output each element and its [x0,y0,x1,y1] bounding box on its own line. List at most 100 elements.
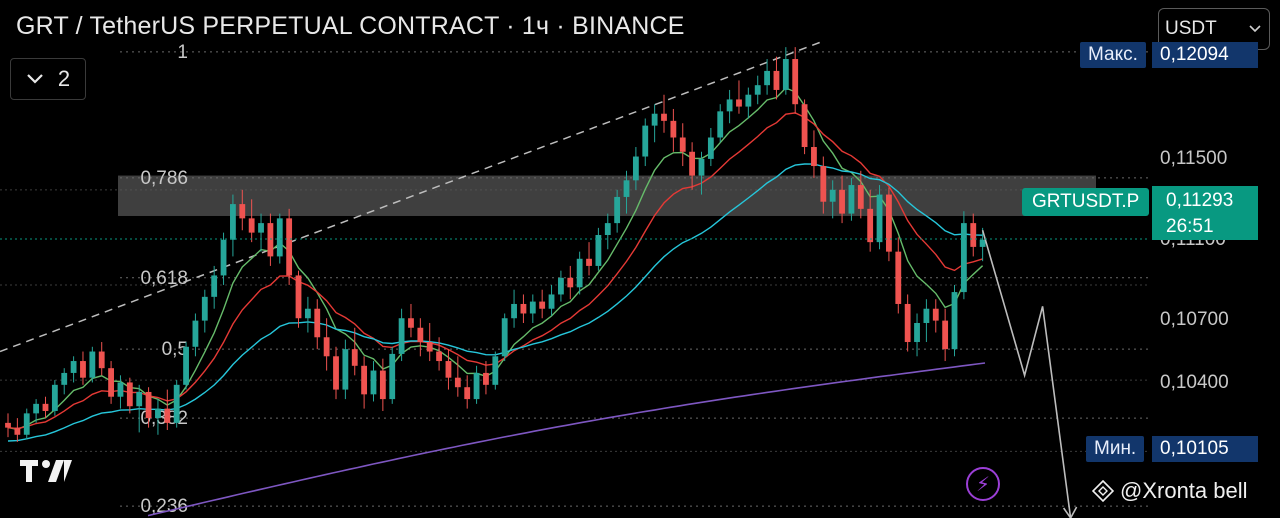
candle-body [960,223,967,293]
candle-body [754,85,761,95]
chevron-down-icon [1249,25,1261,33]
candle-body [651,113,658,126]
candle-body [211,275,218,297]
candle-body [61,372,68,385]
candle-body [314,308,321,338]
candle-body [604,223,611,236]
currency-value: USDT [1165,18,1217,39]
candle-body [726,99,733,112]
candle-body [333,356,339,390]
candle-body [286,218,293,276]
fib-level-label: 1 [177,42,188,63]
candle-body [454,377,461,388]
candle-body [14,427,21,435]
candle-body [839,189,845,214]
fib-zone-highlight [118,175,1096,216]
symbol-tag: GRTUSDT.P [1022,188,1150,216]
candle-body [408,318,414,328]
candle-body [632,156,639,181]
candle-body [529,301,536,314]
price-axis-label: 0,11500 [1160,148,1228,169]
candle-body [857,185,864,209]
fib-level-label: 0,786 [140,168,188,189]
binance-square-icon [1092,480,1114,502]
candle-body [914,322,920,343]
candle-body [586,258,592,266]
projection-arrowhead [1062,506,1078,518]
candle-body [895,251,902,304]
lightning-icon[interactable]: ⚡ [966,467,1000,501]
candle-body [183,346,189,385]
chart-title: GRT / TetherUS PERPETUAL CONTRACT · 1ч ·… [16,12,685,40]
current-price: 0,11293 [1166,190,1234,211]
candle-body [979,239,986,247]
fib-level-label: 0,236 [140,496,188,517]
candle-body [876,194,883,243]
price-projection[interactable] [981,229,1078,518]
candle-body [464,387,471,400]
candle-body [89,351,96,378]
current-price-box: 0,11293 26:51 [1152,186,1258,240]
candle-body [295,275,302,319]
watermark: @Xronta bell [1092,478,1248,504]
trend-line[interactable] [0,41,821,353]
candle-body [370,370,377,395]
candle-body [239,204,246,219]
candle-body [323,337,330,357]
candle-body [70,361,77,373]
candle-body [801,104,808,148]
candle-body [417,327,424,343]
tradingview-logo[interactable] [18,456,74,484]
candle-body [389,353,396,400]
candle-body [932,308,939,321]
candle-body [689,151,696,176]
candle-body [445,361,452,378]
candle-body [942,320,949,350]
candle-body [108,368,114,397]
candle-body [398,318,405,354]
candle-body [473,372,480,400]
projection-path [981,229,1072,518]
indicators-toggle-button[interactable]: 2 [10,58,86,100]
candle-body [951,292,958,350]
max-label: Макс. [1080,42,1146,68]
candle-body [548,294,555,309]
candle-body [670,120,677,138]
candle-body [829,189,836,202]
candle-body [623,180,630,197]
candle-body [173,384,180,423]
min-price-value: 0,10105 [1152,436,1258,462]
candle-body [970,223,977,247]
candle-body [567,277,574,288]
candle-body [736,99,742,107]
candle-body [661,113,667,121]
candle-body [820,166,827,202]
candle-body [764,70,770,86]
chevron-down-icon [27,74,43,84]
candle-body [192,320,199,347]
candlesticks [5,47,986,442]
candle-body [342,349,349,390]
indicator-count: 2 [57,66,71,91]
candle-body [717,111,724,138]
price-axis-label: 0,10700 [1160,309,1229,330]
candle-body [698,158,705,176]
candle-body [361,365,368,395]
candle-body [886,194,892,252]
candle-body [792,59,799,105]
candle-body [80,361,86,378]
candle-body [436,351,442,362]
candle-body [773,70,780,90]
candle-body [33,403,40,414]
candle-body [379,370,386,400]
candle-body [220,239,227,276]
ema-long-line [147,362,986,517]
candle-body [520,303,527,314]
candle-body [642,125,649,157]
candle-body [811,147,817,167]
candle-body [164,408,171,423]
candle-body [745,94,752,107]
candle-body [136,391,143,407]
fib-level-label: 0,618 [140,268,188,289]
